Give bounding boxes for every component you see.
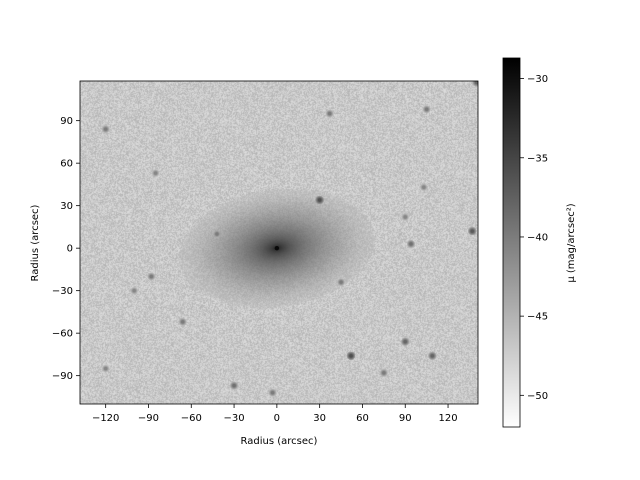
star-point <box>154 171 158 175</box>
star-point <box>181 320 185 324</box>
surface-brightness-map <box>80 81 478 404</box>
star-point <box>422 185 426 189</box>
colorbar-tick-label: −30 <box>527 74 548 85</box>
star-point <box>474 81 478 85</box>
star-point <box>318 198 322 202</box>
y-axis: −90 −60 −30 0 30 60 90 <box>52 116 80 382</box>
star-point <box>403 340 407 344</box>
colorbar-tick-label: −45 <box>527 312 548 323</box>
y-tick-label: −30 <box>52 286 73 297</box>
x-tick-label: −90 <box>138 413 159 424</box>
colorbar-tick-label: −35 <box>527 153 548 164</box>
colorbar <box>502 57 521 428</box>
y-tick-label: −60 <box>52 329 73 340</box>
star-point <box>470 229 474 233</box>
y-tick-label: 60 <box>60 159 73 170</box>
star-point <box>382 371 386 375</box>
x-tick-label: −60 <box>181 413 202 424</box>
galaxy-core <box>274 245 280 251</box>
star-point <box>104 127 108 131</box>
star-point <box>132 289 136 293</box>
x-axis: −120 −90 −60 −30 0 30 60 90 120 <box>92 404 458 424</box>
star-point <box>270 391 275 395</box>
colorbar-axis: −50 −45 −40 −35 −30 <box>520 74 548 402</box>
plot-frame <box>79 80 479 405</box>
star-point <box>403 215 407 219</box>
x-tick-label: 60 <box>356 413 369 424</box>
star-point <box>430 354 434 358</box>
star-point <box>232 383 236 388</box>
x-tick-label: −120 <box>92 413 119 424</box>
star-point <box>349 354 353 358</box>
star-point <box>339 280 343 284</box>
x-tick-label: 90 <box>399 413 412 424</box>
y-tick-label: −90 <box>52 371 73 382</box>
star-point <box>328 111 332 116</box>
star-point <box>409 242 413 246</box>
x-tick-label: 30 <box>313 413 326 424</box>
star-point <box>104 366 108 371</box>
colorbar-tick-label: −50 <box>527 391 548 402</box>
x-tick-label: 120 <box>438 413 457 424</box>
colorbar-label: μ (mag/arcsec²) <box>566 203 577 282</box>
star-point <box>149 274 153 279</box>
star-point <box>425 107 429 111</box>
x-tick-label: −30 <box>224 413 245 424</box>
x-axis-label: Radius (arcsec) <box>241 436 318 447</box>
colorbar-tick-label: −40 <box>527 232 548 243</box>
y-tick-label: 0 <box>67 244 73 255</box>
star-point <box>215 232 219 236</box>
y-axis-label: Radius (arcsec) <box>30 204 41 281</box>
y-tick-label: 30 <box>60 201 73 212</box>
y-tick-label: 90 <box>60 116 73 127</box>
x-tick-label: 0 <box>274 413 280 424</box>
heatmap-image <box>80 81 478 404</box>
